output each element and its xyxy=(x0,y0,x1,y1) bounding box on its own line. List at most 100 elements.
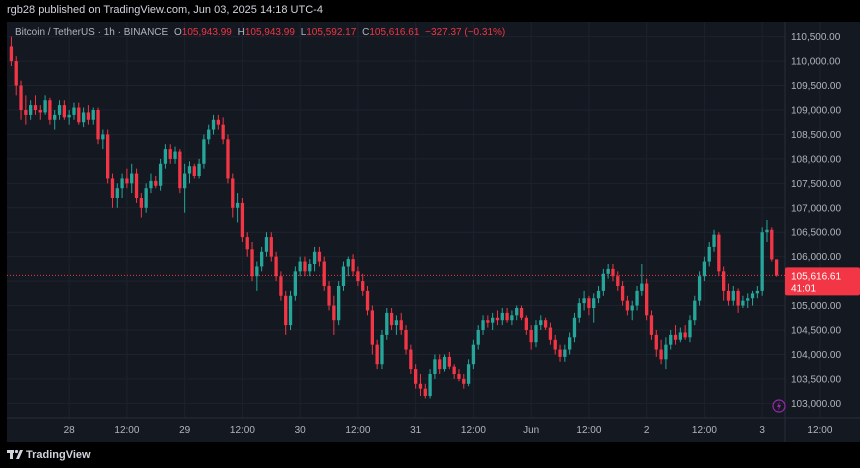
candle-body[interactable] xyxy=(288,295,293,326)
candle-body[interactable] xyxy=(399,320,403,330)
candle-body[interactable] xyxy=(130,173,134,184)
candle-body[interactable] xyxy=(442,356,447,370)
candle-body[interactable] xyxy=(139,198,143,208)
candle-body[interactable] xyxy=(322,261,326,286)
candle-body[interactable] xyxy=(346,259,350,267)
candle-body[interactable] xyxy=(409,349,413,370)
candle-body[interactable] xyxy=(356,271,360,282)
candle-body[interactable] xyxy=(722,271,726,291)
candle-body[interactable] xyxy=(332,305,336,321)
candle-body[interactable] xyxy=(101,134,105,140)
candle-body[interactable] xyxy=(269,237,273,257)
candle-body[interactable] xyxy=(197,163,201,176)
candle-body[interactable] xyxy=(505,312,509,321)
candle-body[interactable] xyxy=(683,332,687,338)
candle-body[interactable] xyxy=(486,320,490,323)
candle-body[interactable] xyxy=(231,178,235,208)
candle-body[interactable] xyxy=(640,283,644,291)
candle-body[interactable] xyxy=(308,264,312,272)
candle-body[interactable] xyxy=(221,124,225,140)
candle-body[interactable] xyxy=(303,261,307,272)
candle-body[interactable] xyxy=(67,114,71,118)
candle-body[interactable] xyxy=(519,308,524,318)
candle-body[interactable] xyxy=(592,298,596,308)
candle-body[interactable] xyxy=(77,107,81,123)
candle-body[interactable] xyxy=(659,349,663,360)
candle-body[interactable] xyxy=(707,246,711,262)
candle-body[interactable] xyxy=(24,110,28,115)
candle-body[interactable] xyxy=(120,178,124,189)
candle-body[interactable] xyxy=(183,173,187,189)
lightning-icon[interactable] xyxy=(772,399,786,413)
candle-body[interactable] xyxy=(226,139,230,179)
candle-body[interactable] xyxy=(154,180,158,186)
candle-body[interactable] xyxy=(601,273,605,291)
candle-body[interactable] xyxy=(625,300,630,311)
candle-body[interactable] xyxy=(702,261,707,277)
candle-body[interactable] xyxy=(19,85,23,110)
candle-body[interactable] xyxy=(327,286,331,306)
candle-body[interactable] xyxy=(645,283,649,316)
candle-body[interactable] xyxy=(568,337,572,350)
candle-body[interactable] xyxy=(563,349,567,357)
candle-body[interactable] xyxy=(235,202,240,208)
candle-body[interactable] xyxy=(466,364,471,384)
candle-body[interactable] xyxy=(774,259,779,276)
candle-body[interactable] xyxy=(654,334,658,350)
candle-body[interactable] xyxy=(524,317,528,330)
candle-body[interactable] xyxy=(678,332,682,340)
candle-body[interactable] xyxy=(284,295,288,326)
candle-body[interactable] xyxy=(452,366,456,374)
candle-body[interactable] xyxy=(433,359,437,374)
candle-body[interactable] xyxy=(428,374,432,396)
candle-body[interactable] xyxy=(337,286,341,321)
candle-body[interactable] xyxy=(380,334,384,365)
candle-body[interactable] xyxy=(476,330,480,345)
candle-body[interactable] xyxy=(669,334,673,345)
candle-body[interactable] xyxy=(168,149,172,159)
candle-body[interactable] xyxy=(389,312,394,326)
candle-body[interactable] xyxy=(375,344,379,365)
candle-body[interactable] xyxy=(414,369,418,384)
candle-body[interactable] xyxy=(81,112,86,123)
candle-body[interactable] xyxy=(673,334,678,340)
candle-body[interactable] xyxy=(582,298,586,304)
candle-body[interactable] xyxy=(385,312,389,335)
candle-body[interactable] xyxy=(755,290,759,294)
candle-body[interactable] xyxy=(649,315,654,335)
candle-body[interactable] xyxy=(192,166,196,176)
candle-body[interactable] xyxy=(96,110,100,140)
candle-body[interactable] xyxy=(611,268,615,277)
candle-body[interactable] xyxy=(255,266,259,277)
candle-body[interactable] xyxy=(72,107,76,115)
candle-body[interactable] xyxy=(43,100,47,113)
candle-body[interactable] xyxy=(264,237,269,252)
candle-body[interactable] xyxy=(630,305,634,311)
candle-body[interactable] xyxy=(750,293,755,299)
candle-body[interactable] xyxy=(370,310,374,345)
plot-area[interactable] xyxy=(7,22,785,418)
candle-body[interactable] xyxy=(91,110,95,120)
candle-body[interactable] xyxy=(462,378,466,384)
candle-body[interactable] xyxy=(558,349,562,357)
candle-body[interactable] xyxy=(144,188,148,208)
candle-body[interactable] xyxy=(760,232,764,291)
chart-panel[interactable]: 110,500.00 110,000.00 109,500.00 109,000.00… xyxy=(7,22,860,442)
candle-body[interactable] xyxy=(596,290,601,299)
candle-body[interactable] xyxy=(361,281,365,291)
candle-body[interactable] xyxy=(298,261,302,272)
candle-body[interactable] xyxy=(115,188,119,198)
candle-body[interactable] xyxy=(606,268,610,274)
candle-body[interactable] xyxy=(57,105,62,115)
candle-body[interactable] xyxy=(312,251,317,264)
candle-body[interactable] xyxy=(202,139,206,164)
candle-body[interactable] xyxy=(211,119,216,130)
candle-body[interactable] xyxy=(33,105,38,110)
candle-body[interactable] xyxy=(529,330,533,343)
candle-body[interactable] xyxy=(260,251,264,267)
candle-body[interactable] xyxy=(620,286,625,301)
candle-body[interactable] xyxy=(106,134,110,179)
candle-body[interactable] xyxy=(351,259,355,272)
candle-body[interactable] xyxy=(341,266,346,286)
candle-body[interactable] xyxy=(14,61,18,86)
